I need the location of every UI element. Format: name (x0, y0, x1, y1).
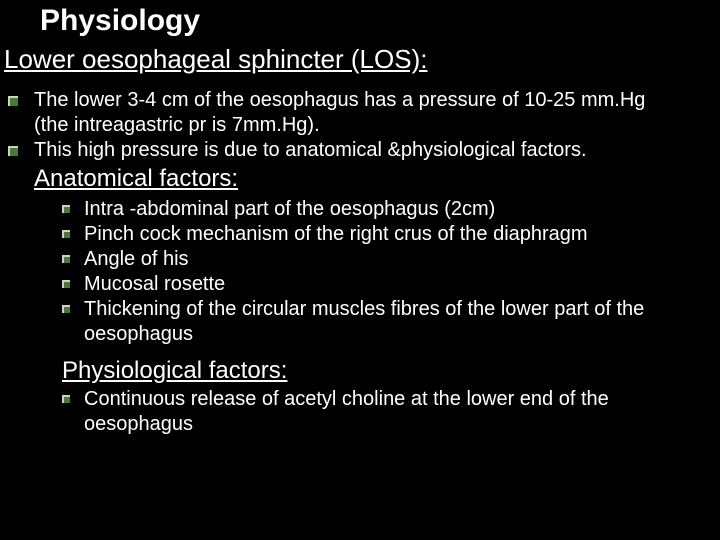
list-item-text: Intra -abdominal part of the oesophagus … (84, 197, 495, 222)
slide-subtitle: Lower oesophageal sphincter (LOS): (4, 44, 427, 75)
list-item-text: Thickening of the circular muscles fibre… (84, 297, 706, 347)
list-item: Pinch cock mechanism of the right crus o… (62, 222, 706, 247)
list-item: Thickening of the circular muscles fibre… (62, 297, 706, 347)
list-item-text: Continuous release of acetyl choline at … (84, 387, 706, 437)
main-point-text: This high pressure is due to anatomical … (34, 138, 587, 163)
main-point: The lower 3-4 cm of the oesophagus has a… (6, 88, 706, 138)
list-item: Continuous release of acetyl choline at … (62, 387, 706, 437)
slide: { "colors": { "background": "#000000", "… (0, 0, 720, 540)
main-point-text: The lower 3-4 cm of the oesophagus has a… (34, 88, 645, 138)
content-block: The lower 3-4 cm of the oesophagus has a… (6, 88, 706, 437)
slide-title: Physiology (40, 4, 200, 38)
square-bullet-icon (62, 280, 70, 288)
square-bullet-icon (8, 96, 18, 106)
list-item: Intra -abdominal part of the oesophagus … (62, 197, 706, 222)
list-item-text: Angle of his (84, 247, 189, 272)
square-bullet-icon (62, 395, 70, 403)
square-bullet-icon (62, 255, 70, 263)
square-bullet-icon (62, 305, 70, 313)
anatomical-list: Intra -abdominal part of the oesophagus … (62, 197, 706, 347)
physiological-list: Continuous release of acetyl choline at … (62, 387, 706, 437)
list-item-text: Mucosal rosette (84, 272, 225, 297)
list-item: Mucosal rosette (62, 272, 706, 297)
text-line: (the intreagastric pr is 7mm.Hg). (34, 114, 320, 136)
physiological-heading: Physiological factors: (62, 357, 706, 385)
text-line: This high pressure is due to anatomical … (34, 139, 587, 161)
square-bullet-icon (8, 146, 18, 156)
text-line: The lower 3-4 cm of the oesophagus has a… (34, 89, 645, 111)
anatomical-heading: Anatomical factors: (34, 165, 706, 193)
list-item-text: Pinch cock mechanism of the right crus o… (84, 222, 588, 247)
main-point: This high pressure is due to anatomical … (6, 138, 706, 163)
square-bullet-icon (62, 230, 70, 238)
square-bullet-icon (62, 205, 70, 213)
list-item: Angle of his (62, 247, 706, 272)
